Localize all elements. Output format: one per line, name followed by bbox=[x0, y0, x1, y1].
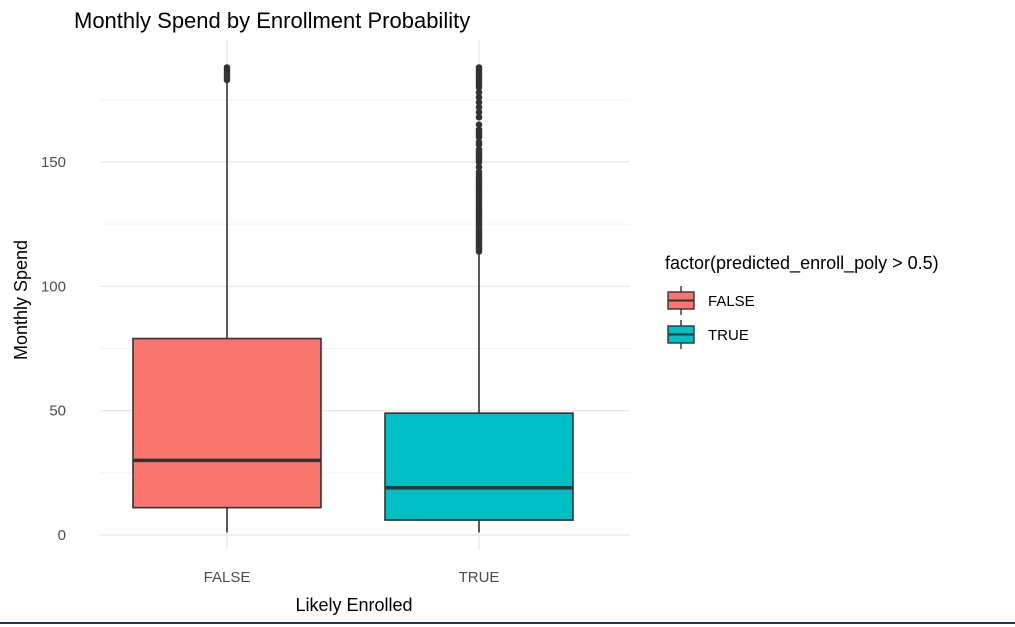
outlier-point bbox=[475, 89, 483, 96]
y-tick-labels: 0 50 100 150 bbox=[41, 154, 66, 544]
y-axis-label: Monthly Spend bbox=[11, 240, 31, 360]
outlier-point bbox=[475, 99, 483, 106]
y-tick-label: 0 bbox=[58, 527, 66, 544]
outlier-point bbox=[475, 108, 483, 116]
legend-label: TRUE bbox=[708, 327, 749, 344]
outlier-point bbox=[475, 146, 483, 153]
outlier-point bbox=[475, 103, 483, 111]
outlier-point bbox=[475, 113, 483, 121]
box-iqr bbox=[384, 412, 574, 521]
legend-label: FALSE bbox=[708, 293, 755, 310]
boxes bbox=[132, 64, 574, 533]
outlier-point bbox=[475, 121, 483, 128]
x-tick-labels: FALSE TRUE bbox=[204, 569, 500, 586]
y-tick-label: 50 bbox=[49, 403, 66, 420]
x-axis-label: Likely Enrolled bbox=[295, 595, 412, 615]
bottom-border bbox=[0, 622, 1015, 624]
box-false bbox=[132, 64, 322, 533]
outlier-point bbox=[475, 163, 483, 171]
y-tick-label: 150 bbox=[41, 154, 66, 171]
outlier-point bbox=[475, 168, 483, 176]
x-tick-label: TRUE bbox=[459, 569, 500, 586]
legend-title: factor(predicted_enroll_poly > 0.5) bbox=[665, 253, 939, 274]
box-true bbox=[384, 64, 574, 533]
chart-title: Monthly Spend by Enrollment Probability bbox=[74, 8, 470, 33]
outlier-point bbox=[475, 64, 483, 71]
outlier-point bbox=[475, 126, 483, 133]
legend-entry-false: FALSE bbox=[667, 286, 755, 315]
x-tick-label: FALSE bbox=[204, 569, 251, 586]
outlier-point bbox=[223, 64, 231, 71]
outlier-point bbox=[475, 94, 483, 101]
legend: factor(predicted_enroll_poly > 0.5) FALS… bbox=[665, 253, 939, 349]
outlier-point bbox=[475, 138, 483, 146]
legend-entry-true: TRUE bbox=[667, 320, 749, 349]
box-iqr bbox=[132, 337, 322, 509]
y-tick-label: 100 bbox=[41, 278, 66, 295]
